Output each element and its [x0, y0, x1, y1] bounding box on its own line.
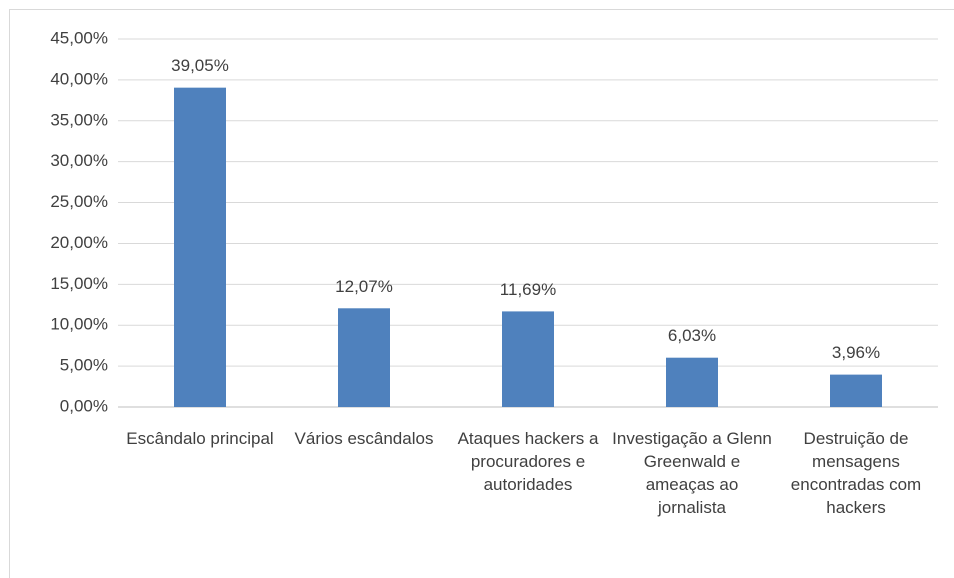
- y-tick-label: 5,00%: [60, 356, 108, 375]
- x-tick-label: Ataques hackers a procuradores e autorid…: [457, 429, 599, 494]
- value-label: 39,05%: [171, 56, 229, 75]
- value-label: 3,96%: [832, 343, 880, 362]
- y-tick-label: 35,00%: [50, 110, 108, 129]
- bar: [338, 308, 390, 407]
- value-label: 11,69%: [500, 280, 556, 299]
- x-tick-label: Investigação a Glenn Greenwald e ameaças…: [612, 429, 772, 517]
- bar: [666, 357, 718, 407]
- value-label: 12,07%: [335, 277, 393, 296]
- chart-frame: [9, 9, 954, 578]
- y-tick-label: 20,00%: [50, 233, 108, 252]
- y-tick-label: 10,00%: [50, 315, 108, 334]
- y-tick-label: 15,00%: [50, 274, 108, 293]
- x-tick-label: Vários escândalos: [294, 429, 434, 448]
- y-tick-label: 30,00%: [50, 151, 108, 170]
- y-tick-label: 45,00%: [50, 28, 108, 47]
- bar: [502, 311, 554, 407]
- x-tick-label: Escândalo principal: [126, 429, 274, 448]
- bar: [174, 87, 226, 407]
- y-tick-label: 0,00%: [60, 396, 108, 415]
- bar: [830, 374, 882, 407]
- y-tick-label: 40,00%: [50, 69, 108, 88]
- x-tick-label: Destruição de mensagens encontradas com …: [790, 429, 922, 517]
- y-tick-label: 25,00%: [50, 192, 108, 211]
- value-label: 6,03%: [668, 326, 716, 345]
